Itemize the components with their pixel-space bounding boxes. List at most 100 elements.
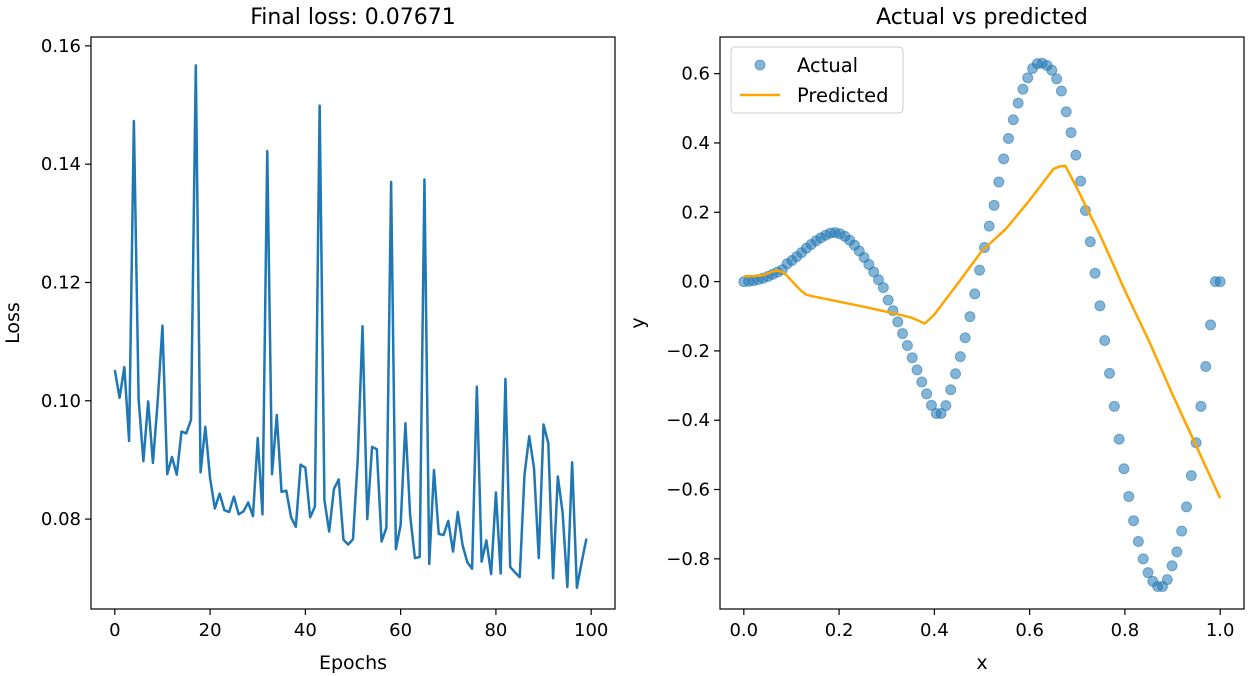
- actual-point: [1171, 546, 1183, 558]
- y-tick-label: 0.14: [41, 154, 81, 175]
- x-tick-label: 60: [389, 620, 412, 641]
- legend: Actual Predicted: [730, 46, 904, 114]
- y-tick-label: 0.16: [41, 36, 81, 57]
- loss-plot-area: [91, 37, 615, 609]
- actual-point: [993, 176, 1005, 188]
- actual-point: [921, 388, 933, 400]
- x-tick-label: 0.8: [1111, 620, 1140, 641]
- x-tick-label: 1.0: [1206, 620, 1235, 641]
- loss-panel: Final loss: 0.07671 0 20 40 60 80 100 0.08 0.1…: [2, 5, 616, 674]
- actual-point: [877, 282, 889, 294]
- actual-point: [1099, 335, 1111, 347]
- actual-point: [1113, 433, 1125, 445]
- actual-point: [1142, 567, 1154, 579]
- x-tick-label: 40: [294, 620, 317, 641]
- loss-y-axis-label: Loss: [2, 302, 24, 344]
- loss-x-ticks: 0 20 40 60 80 100: [109, 609, 608, 641]
- y-tick-label: −0.4: [666, 410, 710, 431]
- actual-point: [1108, 400, 1120, 412]
- actual-point: [1205, 319, 1217, 331]
- x-tick-label: 0.4: [920, 620, 949, 641]
- loss-chart-title: Final loss: 0.07671: [250, 5, 456, 30]
- actual-point: [873, 274, 885, 286]
- legend-actual-marker: [754, 59, 766, 71]
- y-tick-label: 0.4: [681, 133, 710, 154]
- actual-point: [950, 368, 962, 380]
- prediction-series: [738, 57, 1226, 593]
- prediction-y-axis-label: y: [627, 317, 649, 328]
- actual-point: [983, 220, 995, 232]
- actual-point: [954, 351, 966, 363]
- actual-point: [959, 332, 971, 344]
- actual-point: [1137, 553, 1149, 565]
- actual-point: [974, 264, 986, 276]
- actual-point: [1104, 367, 1116, 379]
- actual-point: [988, 199, 1000, 211]
- prediction-plot-area: [720, 37, 1244, 609]
- legend-predicted-label: Predicted: [797, 84, 889, 107]
- x-tick-label: 20: [199, 620, 222, 641]
- actual-point: [998, 153, 1010, 165]
- y-tick-label: 0.12: [41, 272, 81, 293]
- actual-point: [868, 266, 880, 278]
- actual-point: [1002, 132, 1014, 144]
- x-tick-label: 100: [574, 620, 608, 641]
- x-tick-label: 0.6: [1015, 620, 1044, 641]
- x-tick-label: 0.0: [729, 620, 758, 641]
- legend-actual-label: Actual: [797, 54, 858, 77]
- actual-point: [925, 399, 937, 411]
- actual-point: [897, 328, 909, 340]
- actual-point: [940, 400, 952, 412]
- prediction-panel: Actual vs predicted 0.0 0.2 0.4 0.6 0.8 1.0 −…: [627, 5, 1245, 674]
- legend-box: [730, 46, 904, 114]
- actual-point: [1089, 267, 1101, 279]
- actual-point: [1123, 490, 1135, 502]
- y-tick-label: 0.6: [681, 64, 710, 85]
- actual-point: [1118, 463, 1130, 475]
- loss-axes-frame: [90, 36, 616, 610]
- actual-point: [1214, 276, 1226, 288]
- actual-point: [1055, 85, 1067, 97]
- prediction-x-axis-label: x: [976, 652, 987, 674]
- x-tick-label: 0: [109, 620, 120, 641]
- y-tick-label: 0.08: [41, 509, 81, 530]
- prediction-axes-frame: [719, 36, 1245, 610]
- prediction-x-ticks: 0.0 0.2 0.4 0.6 0.8 1.0: [729, 609, 1235, 641]
- actual-point: [1161, 574, 1173, 586]
- actual-point: [1185, 470, 1197, 482]
- actual-point: [1176, 525, 1188, 537]
- actual-point: [1007, 114, 1019, 126]
- predicted-line: [743, 164, 1222, 499]
- actual-point: [935, 407, 947, 419]
- actual-point: [1181, 501, 1193, 513]
- actual-point: [882, 294, 894, 306]
- prediction-chart-title: Actual vs predicted: [876, 5, 1088, 30]
- y-tick-label: −0.6: [666, 480, 710, 501]
- actual-point: [1046, 64, 1058, 76]
- y-tick-label: 0.2: [681, 202, 710, 223]
- loss-y-ticks: 0.08 0.10 0.12 0.14 0.16: [41, 36, 91, 530]
- loss-line: [113, 64, 588, 589]
- actual-point: [911, 364, 923, 376]
- prediction-y-ticks: −0.8 −0.6 −0.4 −0.2 0.0 0.2 0.4 0.6: [666, 64, 720, 570]
- actual-point: [892, 316, 904, 328]
- actual-point: [964, 311, 976, 323]
- y-tick-label: 0.10: [41, 391, 81, 412]
- actual-point: [969, 288, 981, 300]
- actual-point: [945, 384, 957, 396]
- actual-point: [1070, 149, 1082, 161]
- actual-point: [1017, 83, 1029, 95]
- loss-series: [113, 64, 588, 589]
- loss-x-axis-label: Epochs: [319, 652, 387, 674]
- actual-point: [1060, 106, 1072, 118]
- actual-point: [1051, 73, 1063, 85]
- actual-point: [901, 340, 913, 352]
- y-tick-label: −0.2: [666, 341, 710, 362]
- actual-point: [1094, 300, 1106, 312]
- x-tick-label: 0.2: [825, 620, 854, 641]
- actual-point: [1065, 127, 1077, 139]
- actual-point: [1200, 360, 1212, 372]
- x-tick-label: 80: [484, 620, 507, 641]
- actual-point: [1166, 560, 1178, 572]
